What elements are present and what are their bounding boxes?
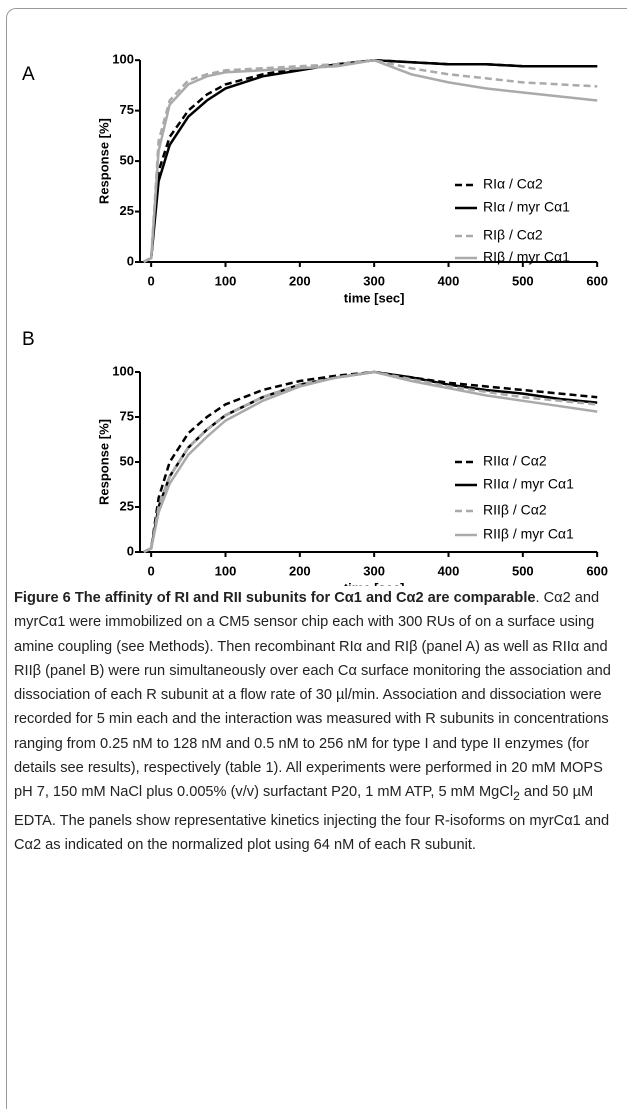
legend-label: RIβ / myr Cα1: [483, 249, 570, 265]
y-tick-label: 75: [120, 102, 134, 117]
x-tick-label: 100: [215, 273, 237, 288]
x-tick-label: 400: [438, 273, 460, 288]
y-tick-label: 0: [127, 543, 134, 558]
x-axis-label: time [sec]: [344, 580, 405, 586]
legend-label: RIβ / Cα2: [483, 227, 543, 243]
series-line: [143, 370, 598, 554]
x-tick-label: 0: [148, 563, 155, 578]
caption-text: and 50 µM EDTA. The panels show represen…: [14, 784, 610, 853]
series-line: [143, 58, 598, 264]
y-tick-label: 50: [120, 153, 134, 168]
x-tick-label: 600: [586, 273, 608, 288]
figure-frame: [6, 8, 627, 1109]
page: A 0 25 50 75 100 0 100 200 300 400 500 600 time [sec]…: [6, 8, 627, 1109]
x-axis-label: time [sec]: [344, 290, 405, 305]
x-tick-label: 500: [512, 273, 534, 288]
y-tick-label: 100: [112, 363, 134, 378]
legend-label: RIIα / Cα2: [483, 453, 547, 469]
series-line: [143, 58, 598, 264]
y-axis-label: Response [%]: [96, 118, 111, 204]
legend-label: RIα / Cα2: [483, 176, 543, 192]
caption-subscript: 2: [513, 789, 520, 804]
y-tick-label: 25: [120, 498, 134, 513]
x-tick-label: 300: [363, 563, 385, 578]
x-tick-label: 500: [512, 563, 534, 578]
caption-title: Figure 6 The affinity of RI and RII subu…: [14, 590, 536, 606]
x-tick-label: 200: [289, 563, 311, 578]
x-tick-label: 600: [586, 563, 608, 578]
y-tick-label: 75: [120, 408, 134, 423]
panel-label: A: [22, 64, 35, 85]
y-tick-label: 50: [120, 453, 134, 468]
y-tick-label: 0: [127, 253, 134, 268]
series-line: [143, 58, 598, 264]
x-tick-label: 300: [363, 273, 385, 288]
series-line: [143, 370, 598, 554]
x-tick-label: 0: [148, 273, 155, 288]
x-tick-label: 400: [438, 563, 460, 578]
panel-label: B: [22, 329, 35, 350]
legend-label: RIIβ / Cα2: [483, 502, 547, 518]
legend-label: RIIα / myr Cα1: [483, 476, 574, 492]
y-tick-label: 25: [120, 203, 134, 218]
legend-label: RIIβ / myr Cα1: [483, 526, 574, 542]
x-tick-label: 200: [289, 273, 311, 288]
y-axis-label: Response [%]: [96, 419, 111, 505]
x-tick-label: 100: [215, 563, 237, 578]
caption: Figure 6 The affinity of RI and RII subu…: [14, 586, 617, 857]
series-line: [143, 370, 598, 554]
legend-label: RIα / myr Cα1: [483, 199, 570, 215]
y-tick-label: 100: [112, 52, 134, 67]
caption-text: . Cα2 and myrCα1 were immobilized on a C…: [14, 590, 611, 801]
